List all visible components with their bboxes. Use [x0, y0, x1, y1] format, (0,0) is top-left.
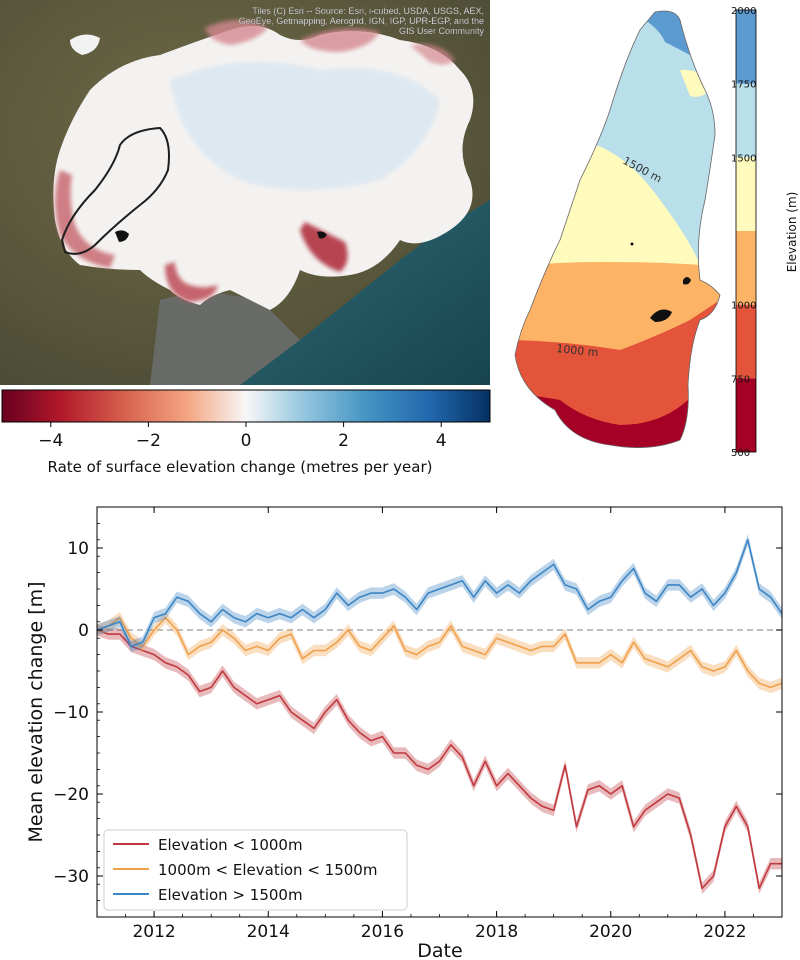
rate-colorbar-ticks: −4 −2 0 2 4	[38, 422, 447, 451]
chart-y-ticks: −30 −20 −10 0 10	[53, 506, 782, 918]
timeseries-chart: 2012 2014 2016 2018 2020 2022 −30 −20 −10 0 10 Da…	[25, 506, 783, 960]
legend-label-high: Elevation > 1500m	[158, 886, 303, 904]
elevation-band-swatch	[736, 10, 756, 84]
elevation-colorbar-bands	[736, 10, 756, 452]
x-tick-label: 2018	[475, 922, 518, 942]
rate-tick-label: −4	[38, 431, 63, 451]
elevation-band-swatch	[736, 231, 756, 305]
x-tick-label: 2016	[361, 922, 404, 942]
elevation-band-swatch	[736, 304, 756, 379]
legend-box	[103, 829, 408, 911]
y-tick-label: −20	[53, 785, 89, 805]
chart-plot-area	[96, 534, 783, 894]
elevation-map: 1500 m 1000 m	[514, 10, 721, 448]
chart-x-ticks: 2012 2014 2016 2018 2020 2022	[96, 507, 783, 942]
elevation-band-swatch	[736, 83, 756, 158]
series-line	[96, 629, 782, 890]
y-tick-label: 0	[78, 621, 89, 641]
elevation-tick-label: 500	[731, 448, 750, 459]
elevation-tick-label: 1750	[731, 80, 756, 91]
rate-colorbar: −4 −2 0 2 4 Rate of surface elevation change…	[1, 389, 491, 476]
rate-tick-label: −2	[136, 431, 161, 451]
rate-tick-label: 0	[241, 431, 252, 451]
series-uncertainty-band	[97, 612, 782, 694]
elevation-tick-label: 750	[731, 374, 750, 385]
x-tick-label: 2014	[247, 922, 290, 942]
chart-y-label: Mean elevation change [m]	[25, 581, 47, 842]
elevation-tick-label: 1500	[731, 153, 756, 164]
x-tick-label: 2022	[703, 922, 746, 942]
elevation-band-swatch	[736, 378, 756, 452]
elevation-tick-label: 2000	[731, 6, 756, 17]
rate-tick-label: 2	[338, 431, 349, 451]
series-uncertainty-band	[97, 624, 782, 894]
rate-tick-label: 4	[436, 431, 447, 451]
chart-x-label: Date	[417, 940, 462, 960]
series-line	[96, 538, 783, 648]
satellite-map: Tiles (C) Esri -- Source: Esri, i-cubed,…	[0, 0, 490, 385]
x-tick-label: 2012	[132, 922, 175, 942]
attribution-line3: GIS User Community	[399, 26, 485, 36]
y-tick-label: −30	[53, 867, 89, 887]
series-line	[96, 616, 783, 689]
elevation-colorbar-label: Elevation (m)	[785, 192, 799, 273]
elevation-colorbar: 500 750 1000 1500 1750 2000 Elevation (m)	[731, 6, 799, 459]
chart-legend: Elevation < 1000m 1000m < Elevation < 15…	[103, 829, 408, 911]
attribution-line2: GeoEye, Getmapping, Aerogrid, IGN, IGP, …	[239, 16, 484, 26]
contour-label-1000: 1000 m	[556, 342, 599, 359]
y-tick-label: −10	[53, 703, 89, 723]
legend-label-low: Elevation < 1000m	[158, 836, 303, 854]
elevation-tick-label: 1000	[731, 301, 756, 312]
series-uncertainty-band	[97, 534, 782, 653]
elevation-band-swatch	[736, 157, 756, 231]
elevation-colorbar-ticks: 500 750 1000 1500 1750 2000	[731, 6, 756, 459]
legend-label-mid: 1000m < Elevation < 1500m	[158, 861, 377, 879]
y-tick-label: 10	[67, 539, 89, 559]
rate-colorbar-label: Rate of surface elevation change (metres…	[48, 458, 433, 476]
x-tick-label: 2020	[589, 922, 632, 942]
attribution-line1: Tiles (C) Esri -- Source: Esri, i-cubed,…	[252, 6, 484, 16]
